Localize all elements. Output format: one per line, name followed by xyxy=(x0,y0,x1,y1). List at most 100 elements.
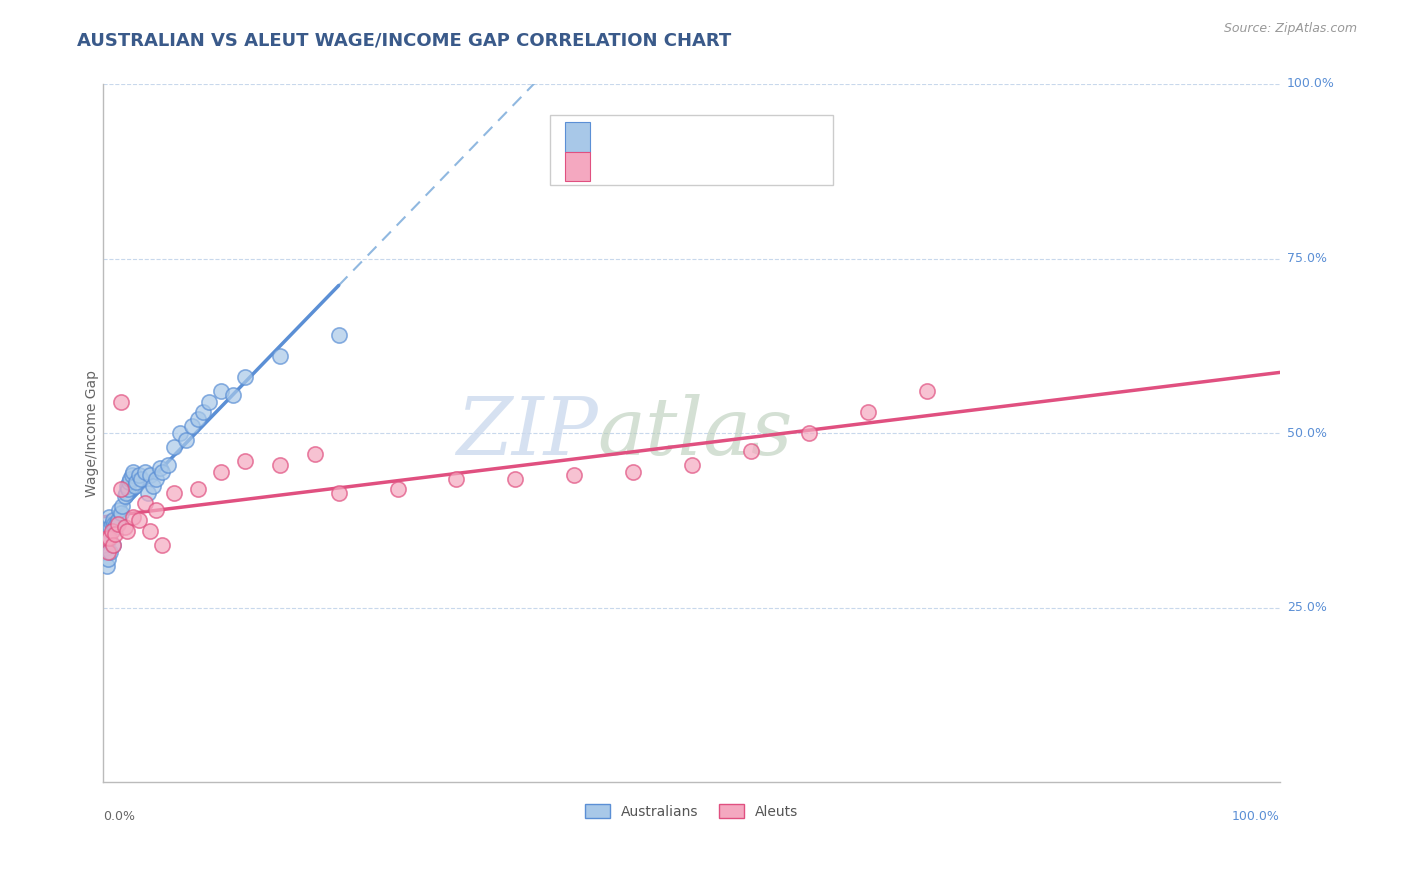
Text: 25.0%: 25.0% xyxy=(1286,601,1327,615)
Text: R =: R = xyxy=(603,158,637,173)
Point xyxy=(101,538,124,552)
Text: 75.0%: 75.0% xyxy=(1286,252,1327,265)
Point xyxy=(100,545,122,559)
Point xyxy=(209,384,232,399)
Point xyxy=(105,516,128,531)
Point xyxy=(134,465,156,479)
Point xyxy=(98,531,121,545)
Point xyxy=(121,510,143,524)
Point xyxy=(150,465,173,479)
Point xyxy=(115,524,138,538)
Text: 50.0%: 50.0% xyxy=(1286,426,1327,440)
Point xyxy=(101,538,124,552)
Point xyxy=(209,465,232,479)
Point xyxy=(193,405,215,419)
Point xyxy=(120,471,142,485)
Point xyxy=(186,482,208,496)
FancyBboxPatch shape xyxy=(565,122,591,152)
Text: 100.0%: 100.0% xyxy=(1232,810,1279,823)
FancyBboxPatch shape xyxy=(565,152,591,181)
Point xyxy=(799,426,821,441)
Point xyxy=(94,541,117,556)
Point xyxy=(169,426,191,441)
Point xyxy=(100,516,122,531)
Point xyxy=(198,394,221,409)
Point xyxy=(101,513,124,527)
Point xyxy=(186,412,208,426)
Point xyxy=(100,524,122,538)
Text: N =: N = xyxy=(709,128,744,144)
Point xyxy=(740,443,762,458)
Point xyxy=(107,513,129,527)
Point xyxy=(139,468,162,483)
Point xyxy=(142,478,165,492)
Point xyxy=(174,433,197,447)
Point xyxy=(97,545,120,559)
Point xyxy=(100,520,122,534)
Point xyxy=(97,534,120,549)
Point xyxy=(110,482,132,496)
Point xyxy=(503,471,526,485)
Point xyxy=(107,516,129,531)
Point xyxy=(269,458,291,472)
Point xyxy=(115,478,138,492)
Point xyxy=(96,531,118,545)
Legend: Australians, Aleuts: Australians, Aleuts xyxy=(579,798,804,824)
Point xyxy=(121,465,143,479)
Point xyxy=(145,471,167,485)
Point xyxy=(915,384,938,399)
Point xyxy=(124,478,146,492)
Text: 0.0%: 0.0% xyxy=(104,810,135,823)
Point xyxy=(111,500,134,514)
Point xyxy=(269,349,291,363)
Point xyxy=(128,513,150,527)
Point xyxy=(110,507,132,521)
Point xyxy=(304,447,326,461)
Point xyxy=(96,558,118,573)
Point xyxy=(96,531,118,545)
Point xyxy=(103,516,125,531)
Point xyxy=(125,475,148,489)
Text: 100.0%: 100.0% xyxy=(1286,78,1334,90)
Point xyxy=(97,552,120,566)
Text: ZIP: ZIP xyxy=(456,394,598,472)
Point xyxy=(163,440,186,454)
Point xyxy=(621,465,644,479)
Point xyxy=(128,468,150,483)
Point xyxy=(110,394,132,409)
Text: AUSTRALIAN VS ALEUT WAGE/INCOME GAP CORRELATION CHART: AUSTRALIAN VS ALEUT WAGE/INCOME GAP CORR… xyxy=(77,31,731,49)
Point xyxy=(118,475,141,489)
FancyBboxPatch shape xyxy=(551,115,832,186)
Point xyxy=(121,468,143,483)
Point xyxy=(145,503,167,517)
Point xyxy=(681,458,703,472)
Point xyxy=(387,482,409,496)
Text: 51: 51 xyxy=(759,128,782,144)
Point xyxy=(856,405,879,419)
Point xyxy=(114,489,136,503)
Text: 0.118: 0.118 xyxy=(654,128,702,144)
Point xyxy=(180,419,202,434)
Text: 34: 34 xyxy=(759,158,782,173)
Point xyxy=(104,527,127,541)
Point xyxy=(136,485,159,500)
Point xyxy=(150,538,173,552)
Point xyxy=(114,520,136,534)
Point xyxy=(98,524,121,538)
Text: 0.423: 0.423 xyxy=(654,158,702,173)
Point xyxy=(233,370,256,384)
Point xyxy=(134,496,156,510)
Point xyxy=(233,454,256,468)
Y-axis label: Wage/Income Gap: Wage/Income Gap xyxy=(86,369,100,497)
Point xyxy=(163,485,186,500)
Point xyxy=(222,388,245,402)
Point xyxy=(114,485,136,500)
Point xyxy=(157,458,180,472)
Text: atlas: atlas xyxy=(598,394,793,472)
Point xyxy=(446,471,468,485)
Point xyxy=(139,524,162,538)
Point xyxy=(328,328,350,343)
Point xyxy=(328,485,350,500)
Text: N =: N = xyxy=(709,158,744,173)
Point xyxy=(107,503,129,517)
